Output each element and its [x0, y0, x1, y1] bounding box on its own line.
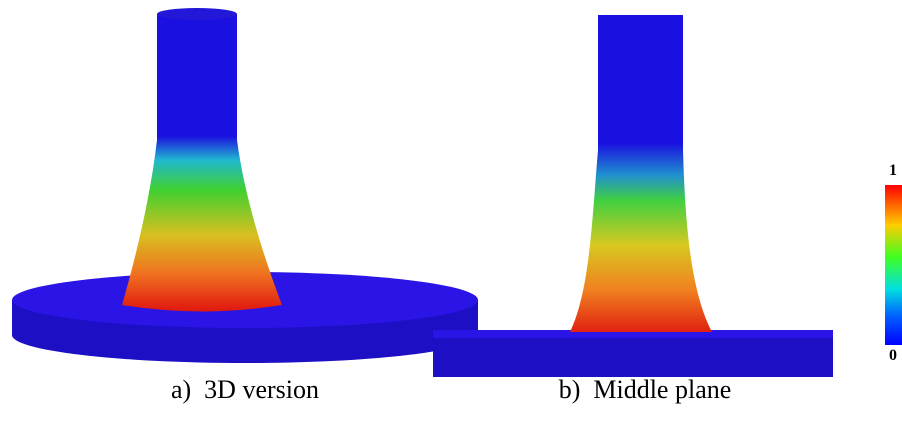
panel-b: [433, 15, 833, 377]
caption: b) Middle plane: [559, 375, 732, 404]
caption: a) 3D version: [171, 375, 319, 404]
colorbar: [885, 185, 902, 345]
slab: [433, 335, 833, 377]
colorbar-min: 0: [889, 347, 897, 364]
column: [122, 14, 282, 312]
column-top: [157, 8, 237, 20]
colorbar-max: 1: [889, 162, 897, 179]
column: [570, 15, 712, 332]
panel-a: [12, 8, 478, 363]
slab-top: [433, 330, 833, 338]
